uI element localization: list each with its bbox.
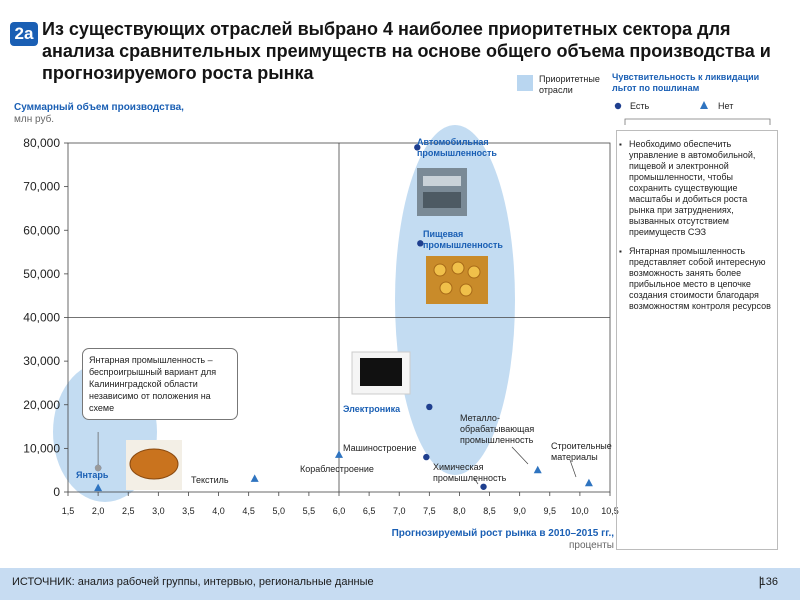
- label-auto-line-1: Автомобильная: [417, 137, 489, 147]
- x-tick-label: 10,5: [601, 506, 619, 516]
- footer-bar: ИСТОЧНИК: анализ рабочей группы, интервь…: [0, 568, 800, 600]
- x-tick-label: 6,5: [363, 506, 376, 516]
- food-industry-image-detail: [451, 261, 465, 275]
- amber-stone-image: [129, 448, 179, 480]
- x-axis-label: Прогнозируемый рост рынка в 2010–2015 гг…: [392, 528, 614, 552]
- legend-sensitivity-title: Чувствительность к ликвидации льгот по п…: [612, 72, 760, 93]
- y-axis-label-main: Суммарный объем производства,: [14, 102, 184, 113]
- y-tick-label: 40,000: [23, 311, 60, 325]
- auto-industry-image-detail: [423, 176, 461, 186]
- insight-bullet-2: Янтарная промышленность представляет соб…: [619, 246, 773, 312]
- point-5-circle-marker: [423, 453, 430, 461]
- x-axis-label-main: Прогнозируемый рост рынка в 2010–2015 гг…: [391, 528, 614, 539]
- point-11-triangle-marker: [94, 483, 103, 492]
- point-10-triangle-marker: [335, 450, 343, 458]
- y-tick-label: 80,000: [23, 136, 60, 150]
- y-tick-label: 60,000: [23, 223, 60, 237]
- legend-yes-label: Есть: [630, 101, 650, 111]
- legend-bracket: [624, 118, 771, 125]
- label-food-line-1: Пищевая: [423, 229, 463, 239]
- amber-grey-marker: [94, 464, 102, 472]
- y-tick-label: 20,000: [23, 398, 60, 412]
- food-industry-image-detail: [459, 283, 473, 297]
- x-tick-label: 8,5: [483, 506, 496, 516]
- x-tick-label: 7,0: [393, 506, 406, 516]
- x-tick-label: 8,0: [453, 506, 466, 516]
- label-machinery: Машиностроение: [343, 443, 416, 453]
- label-metalworking-line-2: обрабатывающая: [460, 424, 534, 434]
- x-tick-label: 9,0: [513, 506, 526, 516]
- x-tick-label: 4,0: [212, 506, 225, 516]
- construction-leader-line: [569, 459, 577, 478]
- point-8-triangle-marker: [584, 478, 593, 487]
- footer-separator: |: [758, 574, 762, 589]
- x-tick-label: 4,5: [242, 506, 255, 516]
- legend-no-marker: [700, 101, 708, 109]
- x-tick-label: 5,5: [303, 506, 316, 516]
- label-construction-line-2: материалы: [551, 452, 598, 462]
- label-metalworking-line-3: промышленность: [460, 435, 534, 445]
- label-chemical-line-1: Химическая: [433, 462, 484, 472]
- food-industry-image-detail: [467, 265, 481, 279]
- label-textile: Текстиль: [191, 475, 229, 485]
- point-6-triangle-marker: [533, 465, 542, 474]
- insights-panel: Необходимо обеспечить управление в автом…: [616, 130, 778, 550]
- x-tick-label: 2,0: [92, 506, 105, 516]
- auto-industry-image-detail: [423, 192, 461, 208]
- label-metalworking-line-1: Металло-: [460, 413, 500, 423]
- y-tick-label: 30,000: [23, 354, 60, 368]
- label-amber: Янтарь: [76, 470, 109, 480]
- y-axis-label-unit: млн руб.: [14, 114, 55, 125]
- metalworking-leader-line: [511, 446, 529, 465]
- point-9-triangle-marker: [250, 474, 259, 482]
- legend-priority-swatch: [517, 75, 533, 91]
- x-axis-label-unit: проценты: [568, 540, 614, 551]
- x-tick-label: 3,0: [152, 506, 165, 516]
- food-industry-image-detail: [439, 281, 453, 295]
- slide-title: Из существующих отраслей выбрано 4 наибо…: [42, 19, 771, 83]
- legend-no-label: Нет: [718, 101, 733, 111]
- label-shipbuilding: Кораблестроение: [300, 464, 374, 474]
- label-food-line-2: промышленность: [423, 240, 503, 250]
- label-construction-line-1: Строительные: [551, 441, 612, 451]
- y-tick-label: 0: [53, 485, 60, 499]
- point-1-circle-marker: [414, 144, 421, 151]
- label-auto-line-2: промышленность: [417, 148, 497, 158]
- x-tick-label: 1,5: [62, 506, 75, 516]
- x-tick-label: 10,0: [571, 506, 589, 516]
- y-axis-label: Суммарный объем производства, млн руб.: [14, 102, 184, 126]
- legend-yes-marker: [614, 102, 622, 110]
- y-tick-label: 70,000: [23, 180, 60, 194]
- x-tick-label: 5,0: [273, 506, 286, 516]
- point-7-circle-marker: [480, 483, 487, 490]
- x-tick-label: 7,5: [423, 506, 436, 516]
- x-tick-label: 6,0: [333, 506, 346, 516]
- slide-number-badge: 2a: [10, 22, 38, 46]
- x-tick-label: 3,5: [182, 506, 195, 516]
- chemical-leader-line: [473, 477, 479, 485]
- x-tick-label: 9,5: [544, 506, 557, 516]
- label-chemical-line-2: промышленность: [433, 473, 507, 483]
- insight-bullet-1: Необходимо обеспечить управление в автом…: [619, 139, 773, 238]
- tv-screen-image: [360, 358, 402, 386]
- point-3-circle-marker: [426, 403, 433, 411]
- y-tick-label: 50,000: [23, 267, 60, 281]
- page-number: 136: [759, 576, 778, 588]
- point-2-circle-marker: [417, 240, 424, 247]
- y-tick-label: 10,000: [23, 441, 60, 455]
- footer-source: ИСТОЧНИК: анализ рабочей группы, интервь…: [12, 576, 374, 588]
- amber-callout: Янтарная промышленность – беспроигрышный…: [82, 348, 238, 420]
- legend-priority-label: Приоритетные отрасли: [539, 74, 600, 95]
- x-tick-label: 2,5: [122, 506, 135, 516]
- food-industry-image-detail: [433, 263, 447, 277]
- label-electronics: Электроника: [343, 404, 401, 414]
